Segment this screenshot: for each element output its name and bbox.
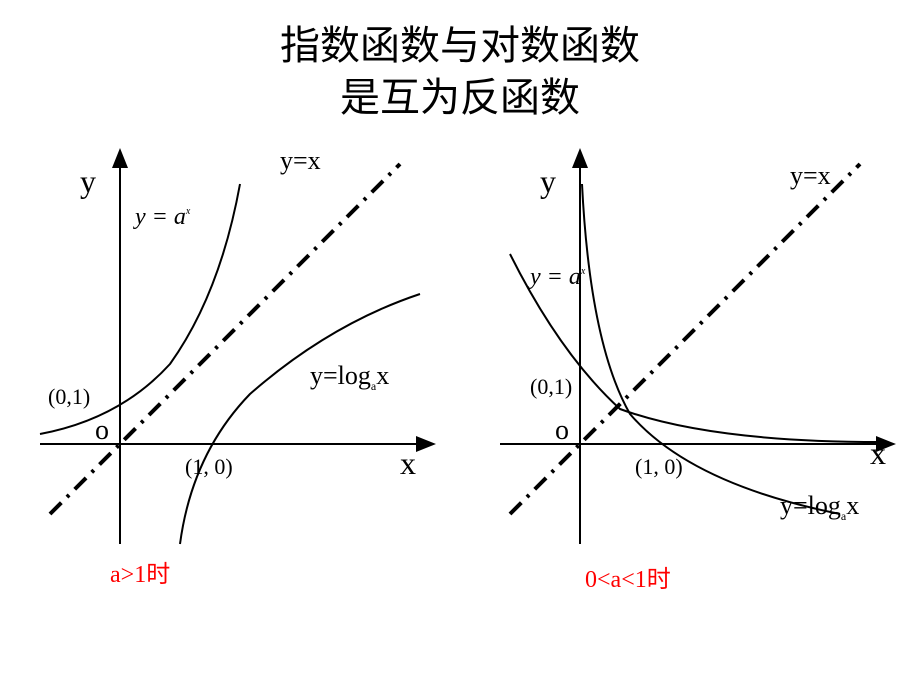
right-svg: y x o y=x y = ax y=logax (0,1) (1, 0) [480,144,900,574]
x-axis-label: x [400,445,416,481]
log-curve [582,184,840,514]
x-axis-label: x [870,435,886,471]
point-10: (1, 0) [635,454,683,479]
left-graph: y x o y=x y = ax y=logax (0,1) (1, 0) a>… [20,144,440,579]
left-svg: y x o y=x y = ax y=logax (0,1) (1, 0) [20,144,440,574]
right-graph: y x o y=x y = ax y=logax (0,1) (1, 0) 0<… [480,144,900,579]
yx-label: y=x [280,146,321,175]
log-label: y=logax [310,361,389,393]
y-axis-label: y [540,163,556,199]
point-01: (0,1) [530,374,572,399]
right-caption: 0<a<1时 [585,559,671,594]
log-curve [180,294,420,544]
page-title: 指数函数与对数函数 是互为反函数 [0,0,920,124]
yx-label: y=x [790,161,831,190]
graphs-row: y x o y=x y = ax y=logax (0,1) (1, 0) a>… [0,144,920,579]
yx-line [510,164,860,514]
origin-label: o [555,415,569,446]
left-caption: a>1时 [110,554,170,589]
point-01: (0,1) [48,384,90,409]
origin-label: o [95,415,109,446]
exp-label: y = ax [133,204,191,230]
point-10: (1, 0) [185,454,233,479]
log-label: y=logax [780,491,859,523]
y-axis-label: y [80,163,96,199]
title-line-2: 是互为反函数 [0,72,920,124]
exp-label: y = ax [528,264,586,290]
title-line-1: 指数函数与对数函数 [0,20,920,72]
